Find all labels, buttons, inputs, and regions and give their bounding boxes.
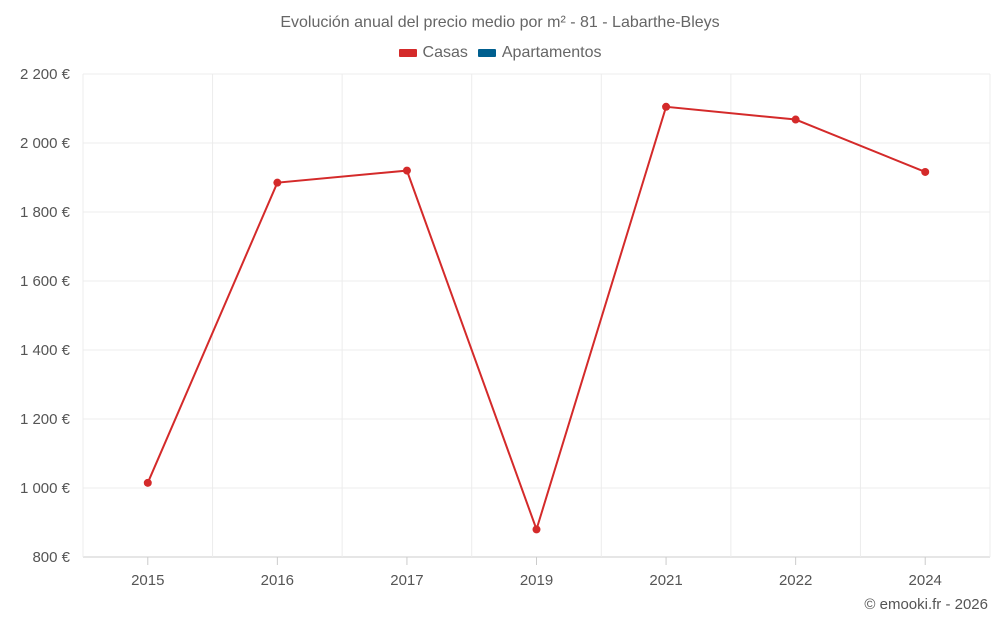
x-tick-label: 2019 bbox=[520, 572, 553, 589]
data-point bbox=[402, 166, 411, 175]
y-tick-label: 1 200 € bbox=[20, 411, 71, 428]
series-line-casas bbox=[146, 105, 926, 533]
credit-text: © emooki.fr - 2026 bbox=[864, 596, 988, 613]
y-tick-label: 1 000 € bbox=[20, 480, 71, 497]
legend-item-apartamentos[interactable]: Apartamentos bbox=[477, 44, 602, 62]
data-point bbox=[273, 178, 282, 187]
legend-swatch-casas bbox=[398, 49, 417, 57]
x-tick-label: 2024 bbox=[909, 572, 942, 589]
x-tick-label: 2016 bbox=[261, 572, 294, 589]
x-tick-label: 2015 bbox=[131, 572, 164, 589]
y-tick-label: 1 400 € bbox=[20, 342, 71, 359]
legend-label-casas: Casas bbox=[422, 44, 468, 61]
legend: Casas Apartamentos bbox=[0, 44, 1000, 62]
y-tick-label: 2 200 € bbox=[20, 66, 71, 83]
legend-item-casas[interactable]: Casas bbox=[398, 44, 468, 62]
x-tick-label: 2022 bbox=[779, 572, 812, 589]
x-tick-label: 2021 bbox=[649, 572, 682, 589]
y-tick-label: 2 000 € bbox=[20, 135, 71, 152]
data-point bbox=[662, 102, 671, 111]
data-point bbox=[921, 167, 930, 176]
y-tick-label: 1 800 € bbox=[20, 204, 71, 221]
chart-title: Evolución anual del precio medio por m² … bbox=[280, 14, 720, 31]
legend-label-apartamentos: Apartamentos bbox=[501, 44, 602, 61]
data-point bbox=[791, 115, 800, 124]
data-point bbox=[143, 478, 152, 487]
y-tick-label: 800 € bbox=[32, 549, 70, 566]
y-tick-label: 1 600 € bbox=[20, 273, 71, 290]
data-point bbox=[532, 525, 541, 534]
x-tick-label: 2017 bbox=[390, 572, 423, 589]
legend-swatch-apartamentos bbox=[477, 49, 496, 57]
